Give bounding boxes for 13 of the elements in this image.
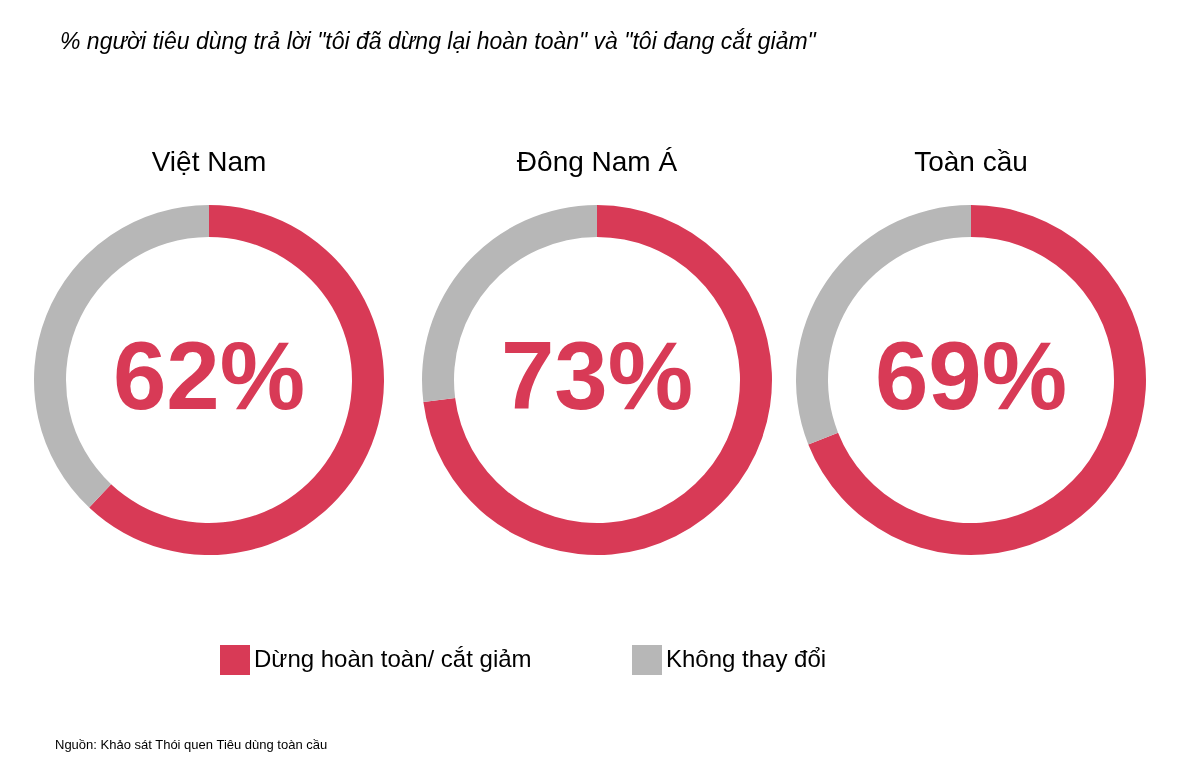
donut-slice — [89, 205, 384, 555]
legend-label: Dừng hoàn toàn/ cắt giảm — [254, 645, 532, 672]
donut-slice — [808, 205, 1146, 555]
chart-title: Việt Nam — [151, 146, 267, 177]
data-label: 62% — [112, 322, 306, 429]
data-label: 73% — [500, 322, 694, 429]
text: Nguồn: Khảo sát Thói quen Tiêu dùng toàn cầu — [55, 737, 328, 752]
data-label: 69% — [874, 322, 1068, 429]
chart-title: Toàn cầu — [914, 146, 1028, 177]
chart-title: Đông Nam Á — [516, 146, 678, 177]
text: % người tiêu dùng trả lời "tôi đã dừng lại hoàn toàn" và "tôi đang cắt giảm" — [60, 28, 818, 54]
donut-slice — [423, 205, 772, 555]
legend-label: Không thay đổi — [666, 645, 827, 672]
